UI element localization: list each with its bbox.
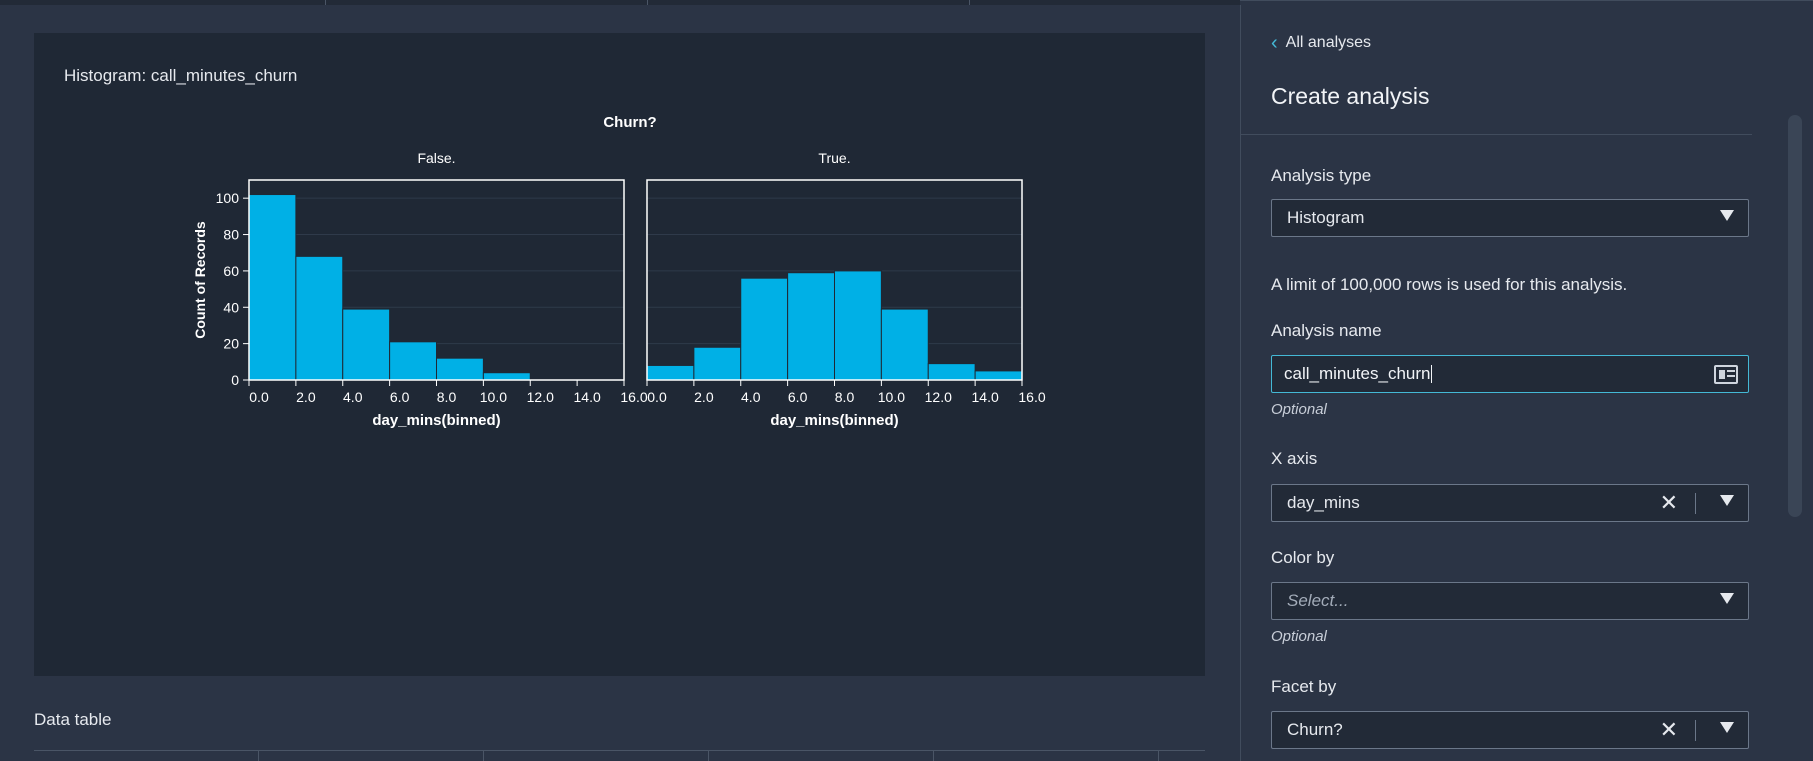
x-tick-label: 6.0 — [390, 389, 410, 405]
row-limit-info: A limit of 100,000 rows is used for this… — [1271, 275, 1628, 294]
y-tick-label: 80 — [223, 227, 239, 243]
histogram-bar — [295, 255, 344, 381]
analysis-name-value: call_minutes_churn — [1284, 364, 1431, 383]
tab-segment[interactable] — [648, 0, 970, 5]
x-tick-label: 0.0 — [249, 389, 269, 405]
back-link-label: All analyses — [1285, 34, 1372, 51]
analysis-type-select[interactable]: Histogram — [1271, 199, 1749, 237]
close-icon[interactable]: ✕ — [1659, 717, 1678, 742]
analysis-name-input[interactable]: call_minutes_churn — [1271, 355, 1749, 393]
analysis-type-label: Analysis type — [1271, 166, 1372, 185]
histogram-bar — [693, 346, 742, 381]
x-tick-label: 10.0 — [878, 389, 905, 405]
x-tick-label: 16.0 — [1018, 389, 1045, 405]
x-axis-value: day_mins — [1287, 493, 1360, 512]
x-tick-label: 16.0 — [620, 389, 647, 405]
y-tick-label: 0 — [231, 372, 239, 388]
x-tick-label: 8.0 — [437, 389, 457, 405]
data-table-label: Data table — [34, 710, 112, 729]
color-by-select[interactable]: Select... — [1271, 582, 1749, 620]
text-cursor — [1431, 365, 1433, 383]
histogram-bar — [834, 270, 882, 381]
facet-title: True. — [818, 150, 850, 166]
histogram-chart: Churn? Count of Records False. 0.0 2.0 4.0 6.0… — [192, 114, 1046, 429]
chart-card: Histogram: call_minutes_churn Churn? Coun… — [34, 33, 1205, 676]
histogram-bar — [436, 357, 484, 381]
caret-down-icon[interactable] — [1720, 210, 1734, 221]
histogram-bar — [927, 363, 976, 381]
histogram-bar — [787, 272, 835, 381]
histogram-bar — [646, 364, 695, 381]
all-analyses-link[interactable]: ‹ All analyses — [1271, 32, 1372, 54]
select-separator — [1695, 720, 1696, 741]
y-tick-label: 40 — [223, 299, 239, 315]
histogram-bar — [880, 308, 929, 381]
facet-by-label: Facet by — [1271, 677, 1337, 696]
analysis-type-value: Histogram — [1287, 208, 1365, 227]
id-card-icon[interactable] — [1714, 365, 1738, 384]
histogram-bar — [342, 308, 391, 381]
x-tick-label: 6.0 — [788, 389, 808, 405]
facet-by-value: Churn? — [1287, 720, 1343, 739]
select-separator — [1695, 493, 1696, 514]
x-tick-label: 0.0 — [647, 389, 667, 405]
y-axis-label: Count of Records — [192, 221, 208, 339]
panel-title: Create analysis — [1271, 83, 1430, 109]
analysis-name-label: Analysis name — [1271, 321, 1382, 340]
histogram-bar — [482, 372, 531, 381]
x-tick-label: 2.0 — [694, 389, 714, 405]
y-tick-label: 60 — [223, 263, 239, 279]
create-analysis-panel: ‹ All analyses Create analysis Analysis … — [1240, 5, 1813, 761]
x-tick-label: 10.0 — [480, 389, 507, 405]
table-column-divider[interactable] — [1158, 751, 1159, 761]
histogram-bar — [974, 370, 1023, 381]
panel-divider — [1241, 134, 1752, 135]
caret-down-icon[interactable] — [1720, 593, 1734, 604]
x-tick-label: 12.0 — [925, 389, 952, 405]
color-by-label: Color by — [1271, 548, 1335, 567]
table-column-divider[interactable] — [708, 751, 709, 761]
table-column-divider[interactable] — [258, 751, 259, 761]
table-column-divider[interactable] — [933, 751, 934, 761]
histogram-bar — [740, 277, 789, 381]
x-axis-label: X axis — [1271, 449, 1318, 468]
close-icon[interactable]: ✕ — [1659, 490, 1678, 515]
facet-by-select[interactable]: Churn? ✕ — [1271, 711, 1749, 749]
y-tick-label: 20 — [223, 336, 239, 352]
analysis-name-optional: Optional — [1271, 401, 1327, 418]
x-tick-label: 8.0 — [835, 389, 855, 405]
x-tick-label: 14.0 — [574, 389, 601, 405]
data-table-header — [34, 750, 1205, 761]
panel-scrollbar[interactable] — [1788, 115, 1802, 517]
table-column-divider[interactable] — [483, 751, 484, 761]
x-axis-label: day_mins(binned) — [770, 412, 898, 429]
histogram-bar — [389, 341, 437, 381]
y-tick-label: 100 — [216, 190, 240, 206]
x-axis-select[interactable]: day_mins ✕ — [1271, 484, 1749, 522]
histogram-bar — [248, 194, 297, 381]
caret-down-icon[interactable] — [1720, 495, 1734, 506]
facet-title: False. — [417, 150, 455, 166]
top-strip-right — [1240, 0, 1813, 5]
x-tick-label: 12.0 — [527, 389, 554, 405]
caret-down-icon[interactable] — [1720, 722, 1734, 733]
color-by-optional: Optional — [1271, 628, 1327, 645]
chevron-left-icon: ‹ — [1271, 32, 1278, 54]
chart-title: Histogram: call_minutes_churn — [64, 66, 298, 85]
color-by-placeholder: Select... — [1287, 591, 1349, 610]
tab-segment[interactable] — [0, 0, 326, 5]
tab-segment[interactable] — [326, 0, 648, 5]
x-tick-label: 2.0 — [296, 389, 316, 405]
top-tab-strip — [0, 0, 1240, 5]
x-tick-label: 4.0 — [343, 389, 363, 405]
chart-super-title: Churn? — [603, 114, 656, 131]
x-tick-label: 14.0 — [972, 389, 999, 405]
x-tick-label: 4.0 — [741, 389, 761, 405]
x-axis-label: day_mins(binned) — [372, 412, 500, 429]
